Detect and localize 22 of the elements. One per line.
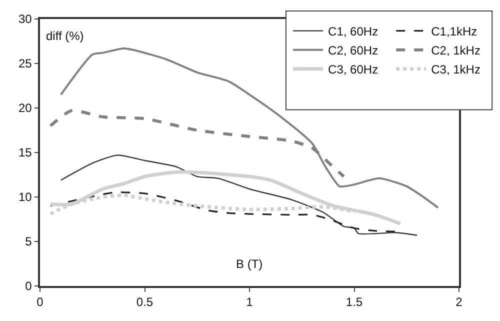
legend-label: C1,1kHz <box>431 24 478 39</box>
x-tick-label: 1 <box>246 295 254 310</box>
y-tick-label: 0 <box>25 279 32 294</box>
y-tick-label: 10 <box>18 190 32 204</box>
line-series <box>60 154 418 236</box>
legend-label: C2, 1kHz <box>431 44 480 58</box>
x-tick-label: 2 <box>456 295 463 310</box>
x-tick-label: 1.5 <box>346 295 363 310</box>
legend-label: C1, 60Hz <box>328 24 378 39</box>
legend-label: C2, 60Hz <box>328 44 378 58</box>
y-tick-label: 15 <box>18 146 32 160</box>
y-tick-label: 25 <box>18 56 32 71</box>
legend-label: C3, 60Hz <box>328 62 378 77</box>
legend-label: C3, 1kHz <box>431 62 480 77</box>
x-tick-label: 0 <box>36 295 44 310</box>
y-axis-title: diff (%) <box>46 29 84 43</box>
x-tick-label: 0.5 <box>136 295 154 310</box>
line-series <box>48 170 402 226</box>
y-tick-label: 5 <box>25 234 32 249</box>
y-tick-label: 20 <box>18 101 32 116</box>
y-tick-label: 30 <box>18 12 32 26</box>
x-axis-title: B (T) <box>236 257 263 271</box>
